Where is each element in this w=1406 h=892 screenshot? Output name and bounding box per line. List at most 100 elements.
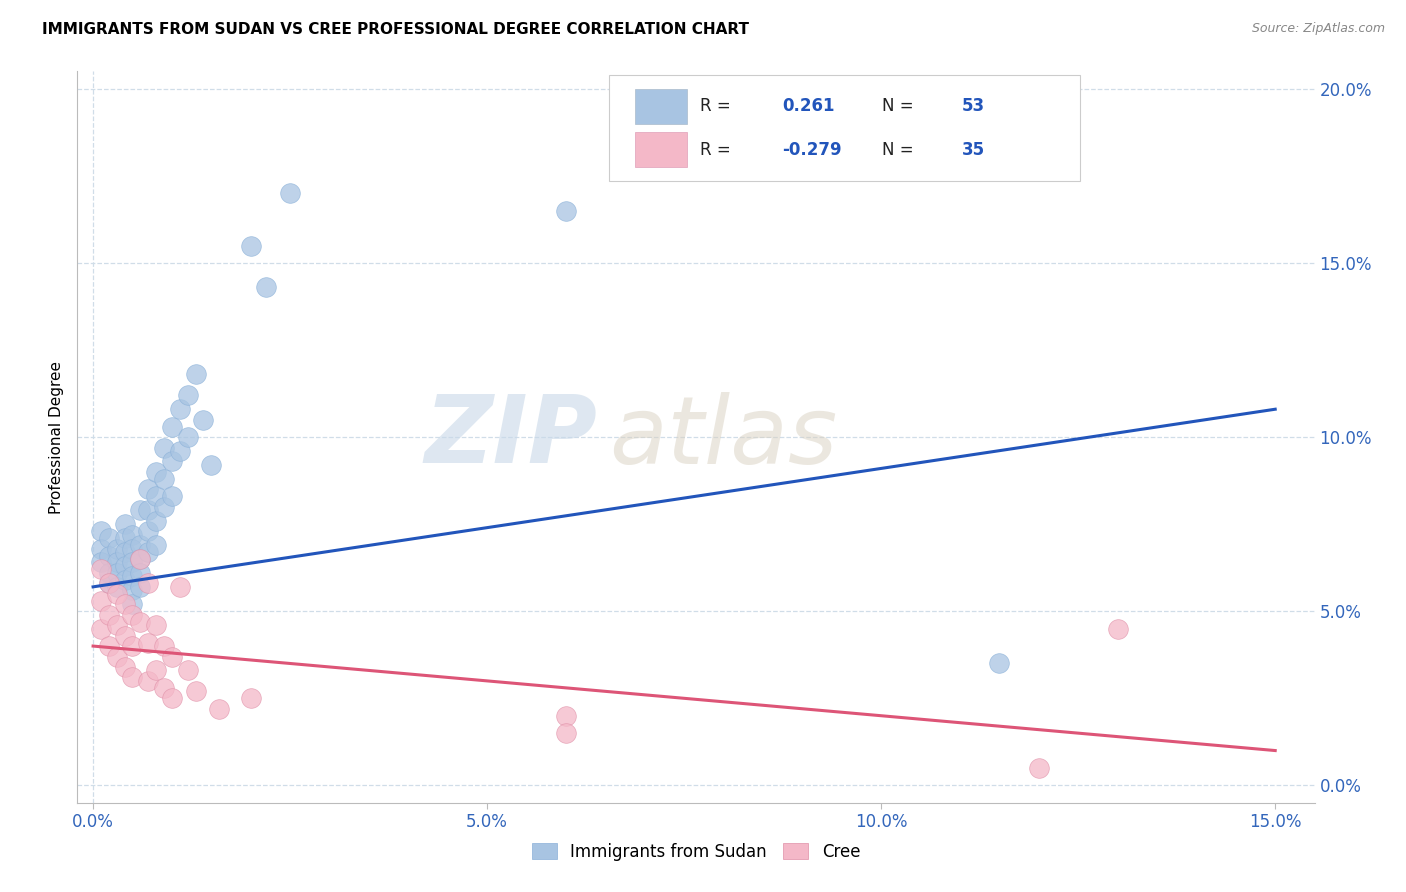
- Point: [129, 566, 152, 580]
- Point: [136, 503, 159, 517]
- Text: N =: N =: [882, 141, 912, 159]
- Point: [256, 280, 278, 294]
- Point: [105, 618, 128, 632]
- Point: [114, 629, 136, 643]
- Point: [184, 368, 207, 382]
- Point: [90, 524, 112, 538]
- Point: [208, 702, 231, 716]
- FancyBboxPatch shape: [636, 89, 688, 124]
- Point: [129, 538, 152, 552]
- Point: [193, 412, 215, 426]
- Point: [129, 503, 152, 517]
- Point: [97, 576, 120, 591]
- Point: [129, 615, 152, 629]
- Point: [114, 573, 136, 587]
- FancyBboxPatch shape: [609, 75, 1080, 181]
- Point: [114, 558, 136, 573]
- Point: [136, 524, 159, 538]
- Text: 53: 53: [962, 97, 986, 115]
- Point: [555, 726, 578, 740]
- Point: [129, 552, 152, 566]
- Point: [114, 597, 136, 611]
- Point: [184, 684, 207, 698]
- Text: Source: ZipAtlas.com: Source: ZipAtlas.com: [1251, 22, 1385, 36]
- Text: atlas: atlas: [609, 392, 838, 483]
- Point: [136, 673, 159, 688]
- Text: -0.279: -0.279: [783, 141, 842, 159]
- Text: ZIP: ZIP: [425, 391, 598, 483]
- Point: [200, 458, 222, 472]
- Point: [90, 556, 112, 570]
- Point: [176, 664, 198, 678]
- Point: [136, 483, 159, 497]
- Point: [97, 639, 120, 653]
- Point: [114, 531, 136, 545]
- Point: [97, 531, 120, 545]
- Point: [153, 472, 176, 486]
- Point: [114, 545, 136, 559]
- Point: [160, 489, 183, 503]
- Point: [153, 639, 176, 653]
- Point: [121, 670, 143, 684]
- Point: [145, 489, 167, 503]
- Point: [145, 465, 167, 479]
- Text: 35: 35: [962, 141, 986, 159]
- Point: [105, 541, 128, 556]
- Point: [105, 587, 128, 601]
- Text: IMMIGRANTS FROM SUDAN VS CREE PROFESSIONAL DEGREE CORRELATION CHART: IMMIGRANTS FROM SUDAN VS CREE PROFESSION…: [42, 22, 749, 37]
- Point: [153, 500, 176, 514]
- Point: [121, 583, 143, 598]
- Point: [169, 580, 191, 594]
- Point: [145, 538, 167, 552]
- Point: [97, 549, 120, 563]
- Point: [239, 238, 262, 252]
- Point: [169, 444, 191, 458]
- Point: [136, 635, 159, 649]
- Point: [105, 580, 128, 594]
- Point: [97, 607, 120, 622]
- Point: [121, 527, 143, 541]
- Point: [97, 566, 120, 580]
- Point: [145, 618, 167, 632]
- Point: [1107, 622, 1129, 636]
- Point: [121, 541, 143, 556]
- Point: [160, 454, 183, 468]
- Point: [239, 691, 262, 706]
- Point: [153, 681, 176, 695]
- Point: [988, 657, 1011, 671]
- Point: [90, 594, 112, 608]
- Point: [129, 552, 152, 566]
- Point: [114, 517, 136, 532]
- Point: [90, 541, 112, 556]
- Text: R =: R =: [700, 141, 731, 159]
- Point: [153, 441, 176, 455]
- Text: 0.261: 0.261: [783, 97, 835, 115]
- Text: R =: R =: [700, 97, 731, 115]
- Point: [160, 419, 183, 434]
- Point: [121, 607, 143, 622]
- Point: [136, 576, 159, 591]
- Point: [176, 388, 198, 402]
- Text: N =: N =: [882, 97, 912, 115]
- Point: [1028, 761, 1050, 775]
- Y-axis label: Professional Degree: Professional Degree: [49, 360, 65, 514]
- FancyBboxPatch shape: [636, 132, 688, 168]
- Point: [90, 562, 112, 576]
- Point: [555, 203, 578, 218]
- Point: [145, 514, 167, 528]
- Point: [145, 664, 167, 678]
- Point: [555, 708, 578, 723]
- Point: [105, 649, 128, 664]
- Point: [105, 556, 128, 570]
- Point: [121, 597, 143, 611]
- Point: [169, 402, 191, 417]
- Point: [121, 639, 143, 653]
- Legend: Immigrants from Sudan, Cree: Immigrants from Sudan, Cree: [524, 837, 868, 868]
- Point: [121, 569, 143, 583]
- Point: [97, 576, 120, 591]
- Point: [114, 660, 136, 674]
- Point: [160, 691, 183, 706]
- Point: [176, 430, 198, 444]
- Point: [160, 649, 183, 664]
- Point: [121, 556, 143, 570]
